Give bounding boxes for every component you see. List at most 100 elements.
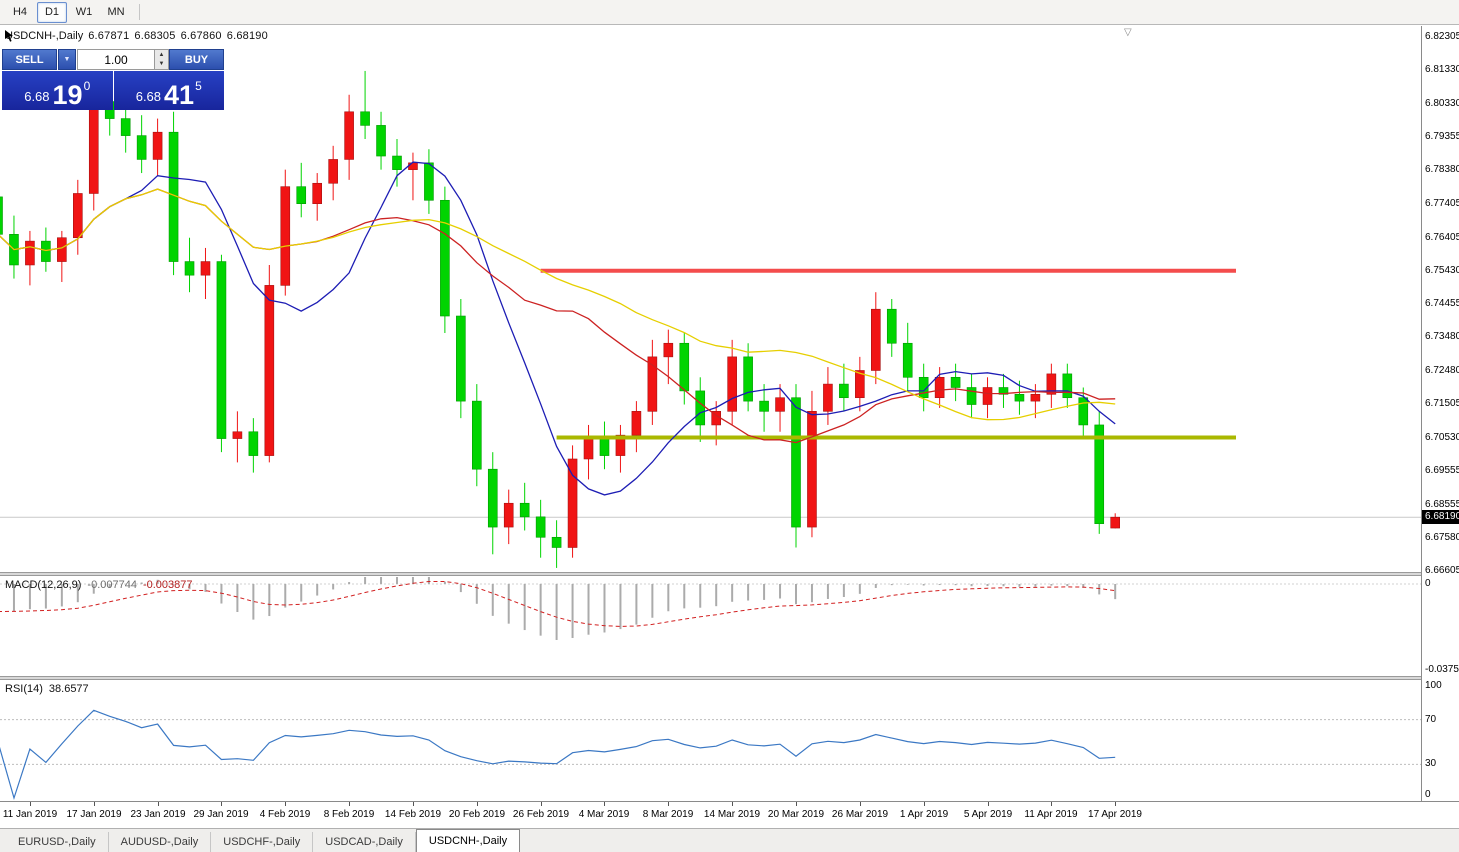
time-axis-tick: [158, 802, 159, 806]
time-axis-tick: [1051, 802, 1052, 806]
rsi-canvas[interactable]: [0, 680, 1421, 801]
time-axis[interactable]: 11 Jan 2019 17 Jan 2019 23 Jan 2019 29 Jan …: [0, 801, 1459, 828]
chart-header: USDCNH-,Daily 6.67871 6.68305 6.67860 6.…: [5, 30, 268, 42]
volume-stepper[interactable]: ▲ ▼: [155, 49, 169, 70]
chart-tab-eurusd[interactable]: EURUSD-,Daily: [6, 832, 109, 852]
rsi-scale-label: 30: [1425, 758, 1437, 769]
price-axis[interactable]: 0 -0.03752 6.82305 6.81330 6.80330 6.79355 6…: [1421, 26, 1459, 801]
time-axis-label: 8 Feb 2019: [323, 809, 375, 820]
price-axis-label: 6.69555: [1425, 465, 1459, 476]
time-axis-tick: [668, 802, 669, 806]
rsi-scale-label: 0: [1425, 789, 1431, 800]
rsi-scale-label: 100: [1425, 680, 1442, 691]
stepper-down-icon[interactable]: ▼: [155, 59, 168, 69]
price-chart-pane: USDCNH-,Daily 6.67871 6.68305 6.67860 6.…: [0, 26, 1421, 572]
timeframe-h4[interactable]: H4: [12, 5, 28, 18]
chevron-down-icon: ▼: [63, 56, 71, 63]
chart-tab-usdchf[interactable]: USDCHF-,Daily: [211, 832, 314, 852]
price-axis-label: 6.81330: [1425, 64, 1459, 75]
macd-value-signal: -0.003877: [142, 579, 193, 591]
time-axis-tick: [349, 802, 350, 806]
buy-price-display[interactable]: 6.68 41 5: [113, 71, 224, 110]
sell-price-display[interactable]: 6.68 19 0: [2, 71, 113, 110]
price-axis-label: 6.80330: [1425, 98, 1459, 109]
chart-tab-usdcnh[interactable]: USDCNH-,Daily: [415, 829, 521, 852]
time-axis-label: 4 Mar 2019: [578, 809, 630, 820]
chart-tab-audusd[interactable]: AUDUSD-,Daily: [109, 832, 212, 852]
rsi-value: 38.6577: [48, 683, 89, 695]
stepper-up-icon[interactable]: ▲: [155, 50, 168, 60]
rsi-pane: RSI(14) 38.6577: [0, 680, 1421, 801]
timeframe-mn[interactable]: MN: [107, 5, 125, 18]
time-axis-label: 17 Jan 2019: [66, 809, 122, 820]
time-axis-tick: [221, 802, 222, 806]
buy-price-prefix: 6.68: [135, 89, 162, 104]
price-axis-label: 6.78380: [1425, 164, 1459, 175]
ohlc-low: 6.67860: [180, 30, 222, 42]
time-axis-label: 4 Feb 2019: [259, 809, 311, 820]
time-axis-tick: [1115, 802, 1116, 806]
time-axis-tick: [796, 802, 797, 806]
rsi-line: [0, 709, 1116, 801]
macd-scale-zero: 0: [1425, 578, 1431, 589]
time-axis-tick: [860, 802, 861, 806]
chart-tab-usdcad[interactable]: USDCAD-,Daily: [313, 832, 416, 852]
time-axis-label: 14 Feb 2019: [384, 809, 442, 820]
time-axis-tick: [94, 802, 95, 806]
time-axis-label: 11 Jan 2019: [2, 809, 58, 820]
cursor-icon: [5, 30, 13, 42]
time-axis-tick: [604, 802, 605, 806]
time-axis-label: 23 Jan 2019: [130, 809, 186, 820]
macd-value-main: -0.007744: [87, 579, 137, 591]
sell-price-sup: 0: [83, 79, 91, 93]
timeframe-d1[interactable]: D1: [37, 1, 67, 23]
macd-histogram: [12, 577, 1117, 640]
timeframe-toolbar: H4 D1 W1 MN: [0, 0, 1459, 25]
trade-panel-controls: SELL ▼ ▲ ▼ BUY: [2, 49, 224, 70]
time-axis-tick: [541, 802, 542, 806]
pane-separator[interactable]: [0, 676, 1459, 680]
price-axis-label: 6.75430: [1425, 265, 1459, 276]
ma-line-9: [0, 161, 1116, 496]
time-axis-label: 8 Mar 2019: [642, 809, 694, 820]
rsi-scale-label: 70: [1425, 714, 1437, 725]
time-axis-tick: [30, 802, 31, 806]
ohlc-close: 6.68190: [226, 30, 268, 42]
macd-name: MACD(12,26,9): [5, 579, 82, 591]
macd-scale-min: -0.03752: [1425, 664, 1459, 675]
timeframe-w1[interactable]: W1: [75, 5, 93, 18]
volume-dropdown-button[interactable]: ▼: [58, 49, 76, 70]
price-axis-label: 6.79355: [1425, 131, 1459, 142]
sell-price-prefix: 6.68: [24, 89, 50, 104]
volume-input[interactable]: [77, 49, 155, 70]
buy-price-sup: 5: [195, 79, 202, 93]
time-axis-label: 1 Apr 2019: [899, 809, 949, 820]
sell-price-big: 19: [52, 79, 83, 110]
chart-shift-marker[interactable]: ▽: [1124, 27, 1132, 38]
time-axis-label: 26 Mar 2019: [831, 809, 889, 820]
time-axis-label: 17 Apr 2019: [1088, 809, 1142, 820]
chart-tab-bar: EURUSD-,Daily AUDUSD-,Daily USDCHF-,Daily U…: [0, 828, 1459, 852]
candles-layer: [0, 70, 1120, 568]
pane-separator[interactable]: [0, 572, 1459, 576]
time-axis-label: 26 Feb 2019: [512, 809, 570, 820]
time-axis-label: 14 Mar 2019: [703, 809, 761, 820]
price-axis-label: 6.67580: [1425, 532, 1459, 543]
buy-button[interactable]: BUY: [169, 49, 224, 70]
macd-canvas[interactable]: [0, 576, 1421, 676]
price-axis-label: 6.66605: [1425, 565, 1459, 576]
price-axis-label: 6.73480: [1425, 331, 1459, 342]
price-axis-label: 6.68555: [1425, 499, 1459, 510]
one-click-trading-panel: SELL ▼ ▲ ▼ BUY 6.68 19 0 6.68: [2, 49, 224, 110]
time-axis-label: 29 Jan 2019: [193, 809, 249, 820]
price-axis-label: 6.70530: [1425, 432, 1459, 443]
price-chart-canvas[interactable]: [0, 26, 1421, 572]
current-price-tag: 6.68190: [1422, 510, 1459, 524]
chart-symbol-label: USDCNH-,Daily: [5, 30, 84, 42]
sell-button[interactable]: SELL: [2, 49, 57, 70]
timeframe-buttons: H4 D1 W1 MN: [5, 1, 133, 23]
price-axis-label: 6.82305: [1425, 31, 1459, 42]
time-axis-label: 11 Apr 2019: [1024, 809, 1078, 820]
trade-panel-prices: 6.68 19 0 6.68 41 5: [2, 71, 224, 110]
